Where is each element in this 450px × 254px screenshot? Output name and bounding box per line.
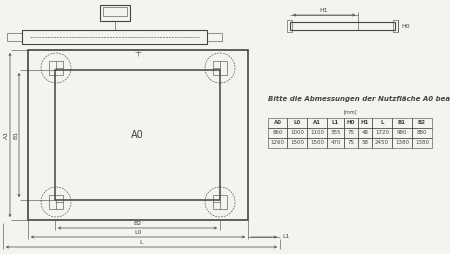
Bar [327, 138, 344, 148]
Text: L0: L0 [293, 120, 301, 125]
Text: 470: 470 [330, 140, 341, 146]
Bar [372, 138, 392, 148]
Bar [103, 7, 127, 16]
Text: 58: 58 [361, 140, 369, 146]
Bar [392, 138, 412, 148]
Text: H0: H0 [401, 24, 410, 28]
Text: L: L [140, 240, 143, 245]
Text: 2450: 2450 [375, 140, 389, 146]
Bar [287, 20, 292, 32]
Bar [213, 61, 227, 75]
Text: 980: 980 [397, 131, 407, 135]
Text: 860: 860 [272, 131, 283, 135]
Bar [307, 138, 327, 148]
Bar [100, 5, 130, 21]
Text: A0: A0 [274, 120, 282, 125]
Text: 1380: 1380 [415, 140, 429, 146]
Bar [287, 138, 307, 148]
Bar [393, 20, 398, 32]
Text: L0: L0 [134, 230, 142, 235]
Bar [344, 138, 358, 148]
Text: A0: A0 [131, 130, 144, 140]
Text: 1000: 1000 [290, 131, 304, 135]
Text: B2: B2 [418, 120, 426, 125]
Bar [372, 128, 392, 138]
Bar [344, 128, 358, 138]
Text: 355: 355 [330, 131, 341, 135]
Bar [307, 118, 327, 128]
Bar [372, 118, 392, 128]
Bar [358, 118, 372, 128]
Text: B2: B2 [133, 221, 142, 226]
Bar [268, 138, 287, 148]
Bar [22, 30, 207, 44]
Text: B1: B1 [398, 120, 406, 125]
Text: 880: 880 [417, 131, 427, 135]
Bar [412, 138, 432, 148]
Bar [287, 128, 307, 138]
Bar [290, 22, 395, 30]
Bar [268, 118, 287, 128]
Bar [327, 128, 344, 138]
Text: [mm]: [mm] [343, 109, 357, 114]
Bar [307, 128, 327, 138]
Text: H1: H1 [320, 8, 328, 13]
Bar [392, 118, 412, 128]
Text: 75: 75 [347, 140, 355, 146]
Text: 1380: 1380 [395, 140, 409, 146]
Bar [49, 195, 63, 209]
Bar [412, 128, 432, 138]
Bar [412, 118, 432, 128]
Text: A1: A1 [4, 131, 9, 139]
Text: 1260: 1260 [270, 140, 284, 146]
Bar [358, 138, 372, 148]
Bar [287, 118, 307, 128]
Text: 1720: 1720 [375, 131, 389, 135]
Text: Bitte die Abmessungen der Nutzfläche A0 beachten: Bitte die Abmessungen der Nutzfläche A0 … [268, 96, 450, 102]
Bar [28, 50, 248, 220]
Text: 48: 48 [361, 131, 369, 135]
Bar [392, 128, 412, 138]
Text: H1: H1 [361, 120, 369, 125]
Bar [358, 128, 372, 138]
Text: 1100: 1100 [310, 131, 324, 135]
Text: 1500: 1500 [310, 140, 324, 146]
Bar [213, 195, 227, 209]
Text: A1: A1 [313, 120, 321, 125]
Bar [327, 118, 344, 128]
Bar [49, 61, 63, 75]
Bar [55, 70, 220, 200]
Text: 1500: 1500 [290, 140, 304, 146]
Bar [268, 128, 287, 138]
Text: L1: L1 [332, 120, 339, 125]
Text: 75: 75 [347, 131, 355, 135]
Text: H0: H0 [347, 120, 355, 125]
Text: L1: L1 [282, 234, 289, 240]
Text: B1: B1 [13, 131, 18, 139]
Text: L: L [380, 120, 384, 125]
Bar [344, 118, 358, 128]
